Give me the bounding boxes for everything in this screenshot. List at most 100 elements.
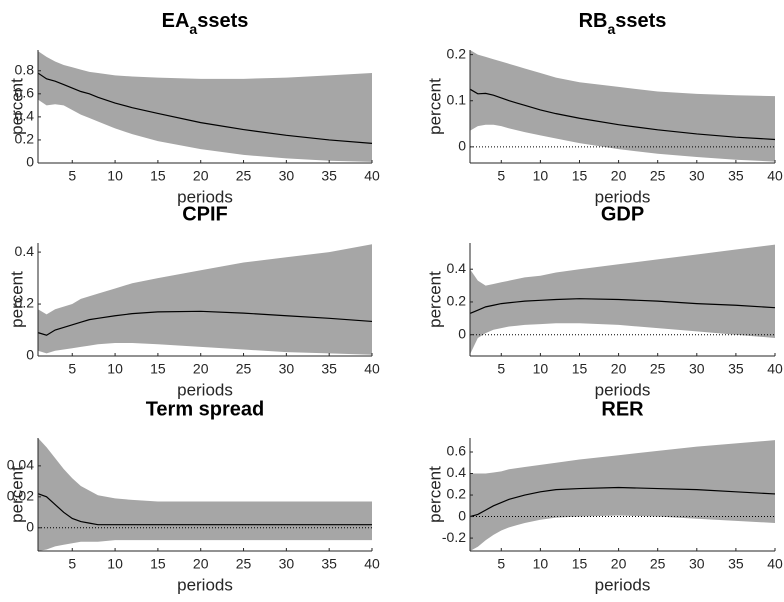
x-tick-label: 30 <box>279 168 295 184</box>
x-tick-label: 15 <box>572 556 588 572</box>
y-tick-label: 0 <box>26 347 34 363</box>
x-tick-label: 20 <box>611 556 627 572</box>
y-tick-label: 0.2 <box>15 295 35 311</box>
x-tick-label: 30 <box>279 556 295 572</box>
median-line <box>469 88 776 141</box>
y-tick-label: 0.4 <box>447 464 467 480</box>
x-tick-label: 40 <box>767 556 783 572</box>
y-tick-label: 0.04 <box>7 457 34 473</box>
y-tick-label: 0.2 <box>447 45 467 61</box>
title-part: EA <box>162 10 190 32</box>
x-axis-label: periods <box>177 380 233 399</box>
y-tick-label: 0.4 <box>15 243 35 259</box>
title-part: a <box>607 21 615 37</box>
x-tick-label: 20 <box>193 168 209 184</box>
y-axis-label: percent <box>7 466 26 523</box>
x-tick-label: 15 <box>150 361 166 377</box>
x-tick-label: 5 <box>497 361 505 377</box>
y-tick-label: 0.2 <box>15 131 35 147</box>
x-axis-label: periods <box>595 575 651 594</box>
x-axis-label: periods <box>177 187 233 206</box>
x-tick-label: 10 <box>107 361 123 377</box>
y-axis-label: percent <box>425 466 444 523</box>
median-line <box>37 310 373 336</box>
y-tick-label: 0.1 <box>447 91 467 107</box>
y-tick-label: 0.6 <box>15 85 35 101</box>
x-tick-label: 15 <box>150 168 166 184</box>
title-part: a <box>189 21 197 37</box>
y-tick-label: 0 <box>458 138 466 154</box>
x-tick-label: 25 <box>650 361 666 377</box>
x-tick-label: 40 <box>767 361 783 377</box>
x-tick-label: 35 <box>728 168 744 184</box>
x-tick-label: 25 <box>236 168 252 184</box>
y-axis-label: percent <box>425 78 444 135</box>
x-tick-label: 5 <box>68 168 76 184</box>
y-tick-label: 0.6 <box>447 443 467 459</box>
chart-title: CPIF <box>182 203 228 225</box>
x-tick-label: 5 <box>68 361 76 377</box>
x-tick-label: 20 <box>611 168 627 184</box>
y-tick-label: 0 <box>458 507 466 523</box>
x-tick-label: 20 <box>611 361 627 377</box>
median-line <box>37 493 372 526</box>
x-tick-label: 10 <box>107 168 123 184</box>
y-tick-label: 0.02 <box>7 488 34 504</box>
y-tick-label: 0 <box>26 518 34 534</box>
x-axis-label: periods <box>595 380 651 399</box>
chart-title: GDP <box>601 203 644 225</box>
median-line <box>469 486 776 518</box>
y-tick-label: 0.2 <box>447 293 467 309</box>
x-tick-label: 30 <box>689 556 705 572</box>
x-tick-label: 40 <box>767 168 783 184</box>
x-tick-label: 5 <box>497 556 505 572</box>
confidence-band <box>38 51 372 162</box>
x-tick-label: 25 <box>650 168 666 184</box>
x-tick-label: 10 <box>107 556 123 572</box>
x-tick-label: 25 <box>650 556 666 572</box>
y-tick-label: 0 <box>26 154 34 170</box>
y-tick-label: 0.2 <box>447 486 467 502</box>
chart-title: RBassets <box>579 10 667 36</box>
x-tick-label: 40 <box>364 168 380 184</box>
title-part: ssets <box>197 10 248 32</box>
x-tick-label: 15 <box>150 556 166 572</box>
median-line <box>469 298 776 314</box>
y-tick-label: 0 <box>458 325 466 341</box>
x-tick-label: 25 <box>236 556 252 572</box>
x-tick-label: 35 <box>321 168 337 184</box>
x-axis-label: periods <box>177 575 233 594</box>
x-tick-label: 35 <box>728 361 744 377</box>
x-tick-label: 30 <box>689 361 705 377</box>
x-tick-label: 20 <box>193 556 209 572</box>
x-tick-label: 10 <box>533 361 549 377</box>
y-tick-label: -0.2 <box>442 529 466 545</box>
y-tick-label: 0.4 <box>447 260 467 276</box>
x-tick-label: 5 <box>497 168 505 184</box>
x-tick-label: 35 <box>728 556 744 572</box>
x-tick-label: 35 <box>321 361 337 377</box>
median-line <box>37 72 373 144</box>
chart-title: EAassets <box>162 10 249 36</box>
x-tick-label: 10 <box>533 556 549 572</box>
y-axis-label: percent <box>7 271 26 328</box>
x-tick-label: 30 <box>689 168 705 184</box>
x-tick-label: 30 <box>279 361 295 377</box>
y-axis-label: percent <box>7 78 26 135</box>
confidence-band <box>38 244 372 355</box>
x-tick-label: 40 <box>364 556 380 572</box>
x-tick-label: 40 <box>364 361 380 377</box>
x-tick-label: 15 <box>572 361 588 377</box>
y-axis-label: percent <box>425 271 444 328</box>
x-tick-label: 25 <box>236 361 252 377</box>
confidence-band <box>470 50 775 162</box>
chart-title: Term spread <box>146 398 265 420</box>
title-part: RB <box>579 10 608 32</box>
x-tick-label: 5 <box>68 556 76 572</box>
x-tick-label: 20 <box>193 361 209 377</box>
chart-title: RER <box>601 398 644 420</box>
confidence-band <box>470 440 775 551</box>
y-tick-label: 0.4 <box>15 108 35 124</box>
x-tick-label: 15 <box>572 168 588 184</box>
